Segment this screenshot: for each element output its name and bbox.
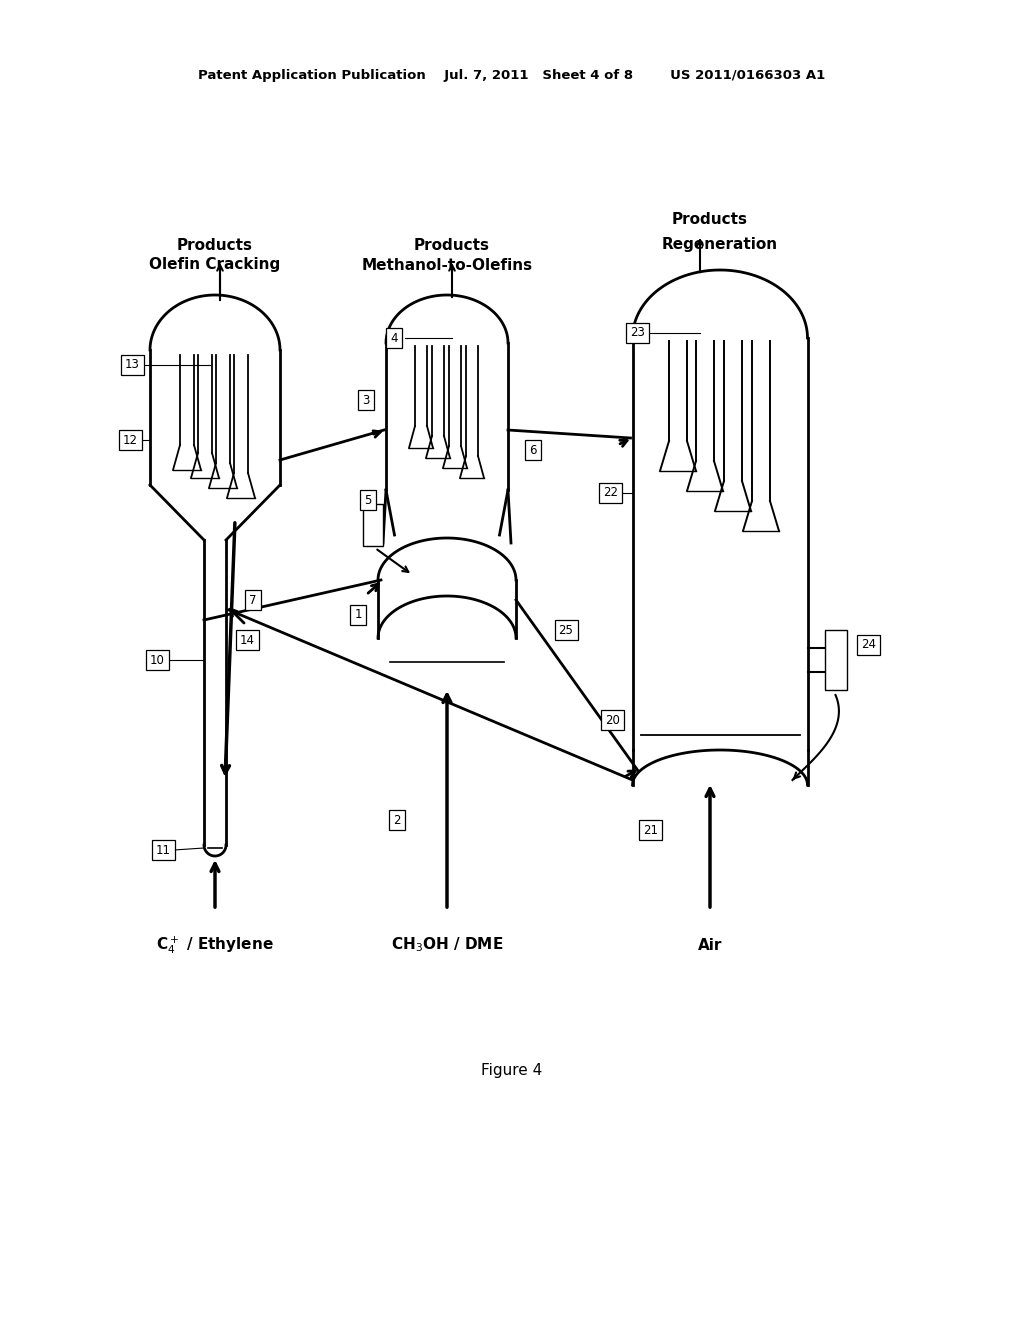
Text: 6: 6	[529, 444, 537, 457]
Text: 5: 5	[365, 494, 372, 507]
FancyBboxPatch shape	[350, 605, 367, 624]
Text: CH$_3$OH / DME: CH$_3$OH / DME	[391, 936, 503, 954]
Text: 4: 4	[390, 331, 397, 345]
Text: 3: 3	[362, 393, 370, 407]
Text: 13: 13	[125, 359, 139, 371]
FancyBboxPatch shape	[359, 490, 376, 510]
Text: Products: Products	[672, 213, 748, 227]
FancyBboxPatch shape	[524, 440, 542, 459]
FancyBboxPatch shape	[121, 355, 143, 375]
FancyBboxPatch shape	[857, 635, 880, 655]
Text: Products: Products	[414, 238, 490, 252]
Text: Figure 4: Figure 4	[481, 1063, 543, 1077]
FancyBboxPatch shape	[389, 810, 406, 830]
FancyBboxPatch shape	[245, 590, 261, 610]
Text: Products: Products	[177, 238, 253, 252]
FancyBboxPatch shape	[119, 430, 141, 450]
FancyBboxPatch shape	[599, 483, 622, 503]
FancyBboxPatch shape	[626, 323, 649, 343]
Text: Methanol-to-Olefins: Methanol-to-Olefins	[361, 257, 532, 272]
Text: Air: Air	[697, 937, 722, 953]
Text: 12: 12	[123, 433, 137, 446]
Text: Olefin Cracking: Olefin Cracking	[150, 257, 281, 272]
Text: 1: 1	[354, 609, 361, 622]
FancyBboxPatch shape	[145, 649, 169, 671]
Text: 21: 21	[643, 824, 658, 837]
Text: 25: 25	[558, 623, 573, 636]
FancyBboxPatch shape	[236, 630, 258, 649]
FancyBboxPatch shape	[357, 389, 374, 411]
Text: 14: 14	[240, 634, 255, 647]
FancyBboxPatch shape	[386, 327, 402, 348]
Bar	[362, 504, 383, 546]
Text: Patent Application Publication    Jul. 7, 2011   Sheet 4 of 8        US 2011/016: Patent Application Publication Jul. 7, 2…	[199, 69, 825, 82]
Text: 22: 22	[603, 487, 618, 499]
Text: C$_4^+$ / Ethylene: C$_4^+$ / Ethylene	[157, 935, 273, 956]
FancyBboxPatch shape	[555, 620, 578, 640]
Text: 24: 24	[861, 639, 876, 652]
Text: Regeneration: Regeneration	[662, 238, 778, 252]
Text: 11: 11	[156, 843, 171, 857]
Text: 23: 23	[630, 326, 645, 339]
Text: 7: 7	[249, 594, 257, 606]
Bar	[824, 630, 847, 690]
FancyBboxPatch shape	[639, 820, 662, 840]
Text: 10: 10	[150, 653, 165, 667]
Text: 2: 2	[393, 813, 400, 826]
FancyBboxPatch shape	[601, 710, 624, 730]
FancyBboxPatch shape	[152, 840, 174, 861]
Text: 20: 20	[605, 714, 620, 726]
